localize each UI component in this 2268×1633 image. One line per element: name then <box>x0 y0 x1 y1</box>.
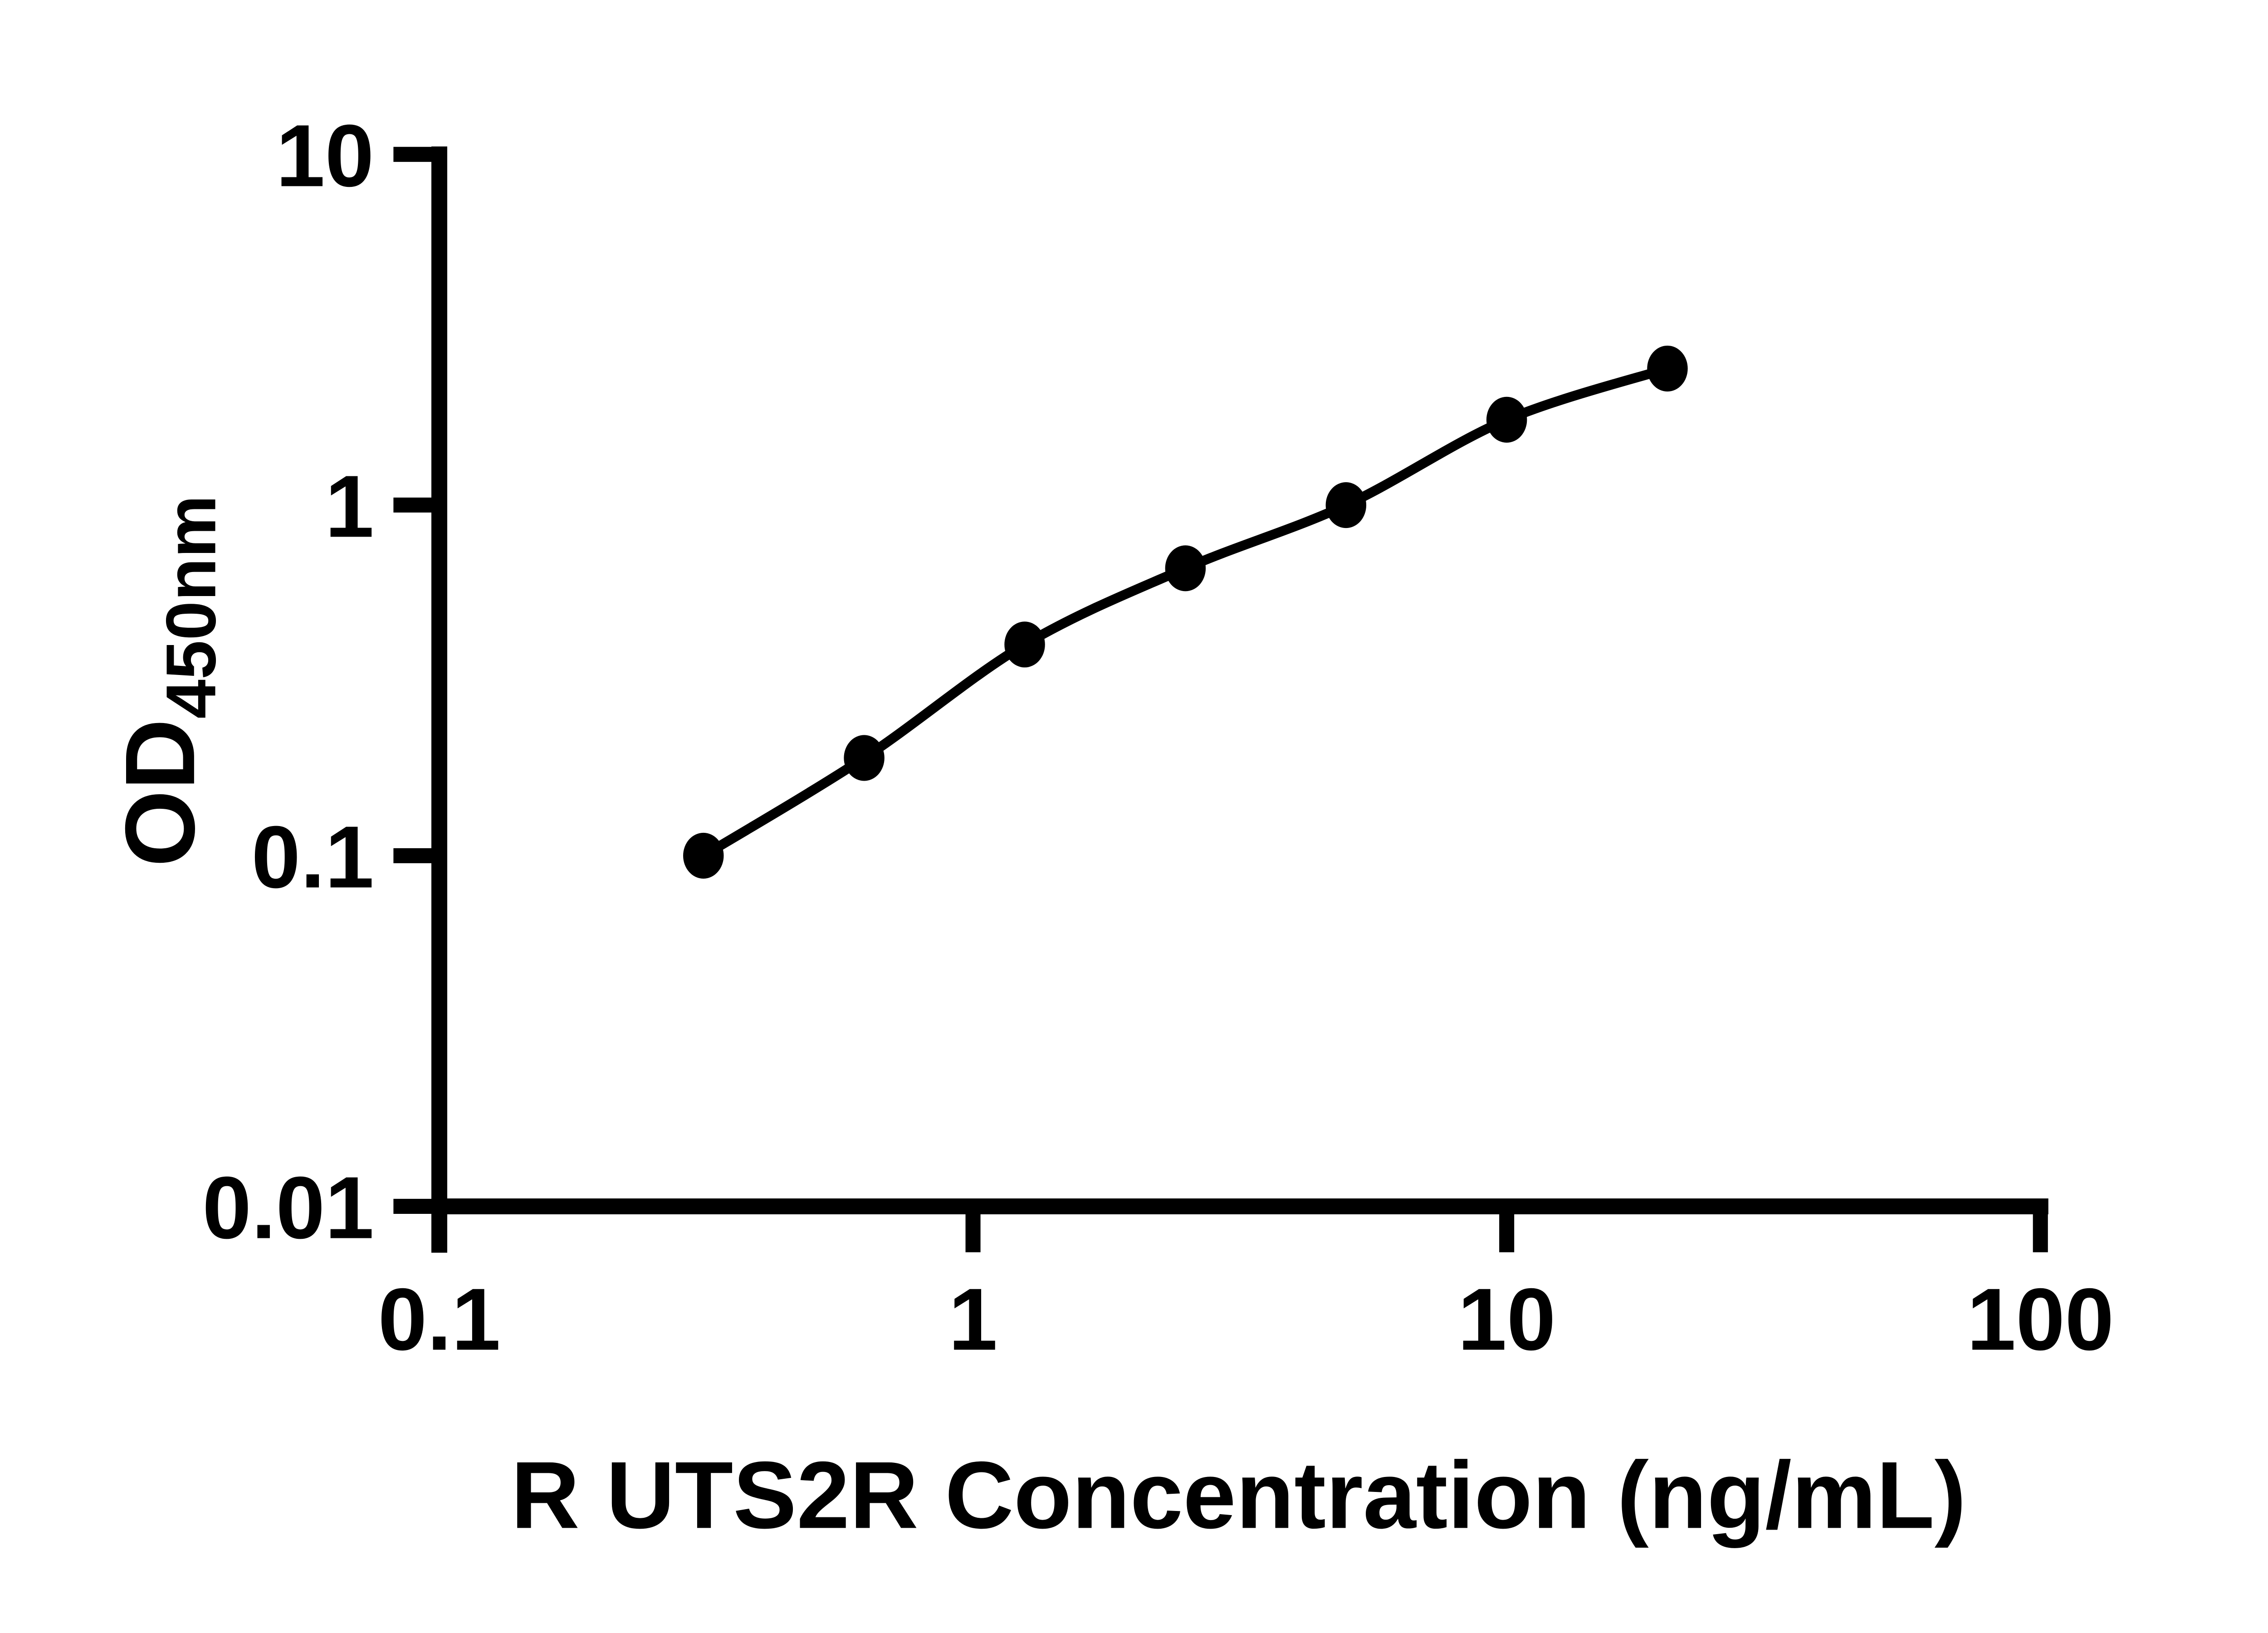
data-point-marker-3 <box>1004 621 1045 668</box>
data-series <box>683 345 1688 879</box>
data-point-marker-7 <box>1647 345 1688 392</box>
x-axis-title: R UTS2R Concentration (ng/mL) <box>511 1442 1966 1548</box>
y-tick-label-1: 1 <box>325 457 374 556</box>
data-point-marker-1 <box>683 832 724 879</box>
x-tick-label-0.1: 0.1 <box>378 1270 500 1369</box>
elisa-standard-curve-figure: 0.1 1 10 100 10 1 0.1 0.01 R UTS2R Concentratio… <box>105 107 2114 1549</box>
x-tick-label-100: 100 <box>1967 1270 2114 1369</box>
y-tick-label-10: 10 <box>276 107 374 205</box>
x-tick-label-10: 10 <box>1458 1270 1556 1369</box>
y-tick-label-0.01: 0.01 <box>202 1159 374 1257</box>
data-point-marker-5 <box>1325 482 1367 528</box>
standard-curve-line <box>701 364 1669 860</box>
x-tick-label-1: 1 <box>948 1270 997 1369</box>
data-point-marker-2 <box>844 735 885 781</box>
y-axis-title: OD450nm <box>105 495 230 867</box>
y-tick-label-0.1: 0.1 <box>251 808 374 906</box>
y-axis-title-main: OD <box>105 719 215 867</box>
data-point-marker-4 <box>1165 545 1206 592</box>
data-point-marker-6 <box>1486 396 1527 443</box>
y-axis-title-subscript: 450nm <box>152 495 230 719</box>
